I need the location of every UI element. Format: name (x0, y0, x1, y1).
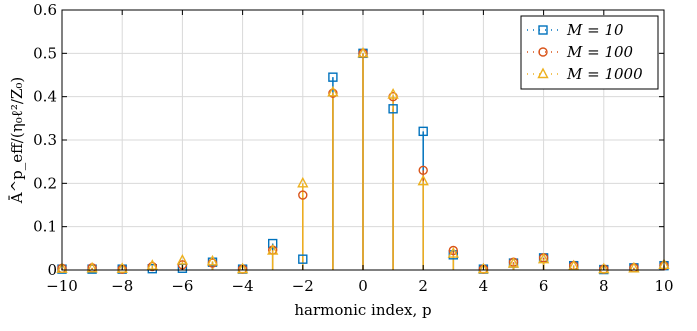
legend-label: M = 1000 (566, 65, 643, 83)
triangle-marker-series-3 (537, 252, 550, 264)
legend-label: M = 10 (566, 21, 624, 39)
x-tick-label: −8 (111, 277, 133, 295)
x-tick-label: −6 (171, 277, 193, 295)
triangle-marker-series-3 (86, 261, 98, 273)
triangle-marker-series-3 (267, 244, 279, 255)
triangle-marker-series-3 (598, 262, 610, 274)
x-tick-label: 2 (418, 277, 428, 295)
triangle-marker-series-3 (507, 257, 520, 268)
y-tick-label: 0.6 (33, 1, 57, 19)
circle-marker-series-2 (298, 190, 308, 200)
triangle-legend-icon (537, 67, 549, 79)
triangle-marker-series-3 (628, 261, 640, 273)
x-tick-label: 4 (479, 277, 489, 295)
x-tick-label: 8 (599, 277, 609, 295)
y-tick-label: 0.5 (33, 44, 57, 62)
triangle-marker-series-3 (417, 174, 429, 186)
data-markers (56, 46, 670, 275)
x-tick-labels: −10 −8 −6 −4 −2 0 2 4 6 8 10 (46, 277, 673, 295)
x-tick-label: 10 (654, 277, 673, 295)
square-marker-series-1 (388, 104, 398, 114)
y-tick-labels: 0 0.1 0.2 0.3 0.4 0.5 0.6 (33, 1, 57, 279)
legend-label: M = 100 (566, 43, 634, 61)
square-marker-series-1 (328, 72, 338, 82)
triangle-marker-series-3 (477, 262, 490, 274)
x-axis-label: harmonic index, p (294, 301, 431, 319)
circle-marker-series-2 (147, 261, 158, 272)
triangle-marker-series-3 (56, 262, 68, 273)
y-axis-label: Ā^p_eff/(η₀ℓ²/Z₀) (8, 77, 26, 204)
x-tick-label: −2 (292, 277, 314, 295)
x-tick-label: 0 (358, 277, 368, 295)
circle-marker-series-2 (328, 88, 338, 98)
square-legend-icon (538, 25, 548, 35)
x-tick-label: −10 (46, 277, 78, 295)
square-marker-series-1 (298, 254, 308, 264)
triangle-marker-series-3 (206, 254, 219, 266)
y-tick-label: 0.2 (33, 174, 57, 192)
triangle-marker-series-3 (116, 262, 128, 273)
axis-ticks (61, 9, 665, 271)
triangle-marker-series-3 (146, 259, 158, 270)
triangle-marker-series-3 (447, 247, 459, 258)
triangle-marker-series-3 (327, 85, 339, 97)
legend: M = 10 M = 100 M = 1000 (520, 15, 659, 90)
square-marker-series-1 (268, 238, 278, 249)
circle-marker-series-2 (418, 165, 428, 176)
x-tick-label: 6 (539, 277, 549, 295)
triangle-marker-series-3 (297, 176, 309, 188)
square-marker-series-1 (418, 126, 428, 137)
triangle-marker-series-3 (357, 46, 369, 58)
triangle-marker-series-3 (176, 253, 189, 265)
circle-legend-icon (538, 47, 548, 57)
triangle-marker-series-3 (387, 88, 399, 99)
x-tick-label: −4 (232, 277, 254, 295)
y-tick-label: 0.3 (33, 131, 57, 149)
triangle-marker-series-3 (236, 262, 249, 274)
circle-marker-series-2 (448, 245, 458, 256)
y-tick-label: 0 (47, 261, 57, 279)
y-tick-label: 0.4 (33, 88, 57, 106)
y-tick-label: 0.1 (33, 218, 57, 236)
